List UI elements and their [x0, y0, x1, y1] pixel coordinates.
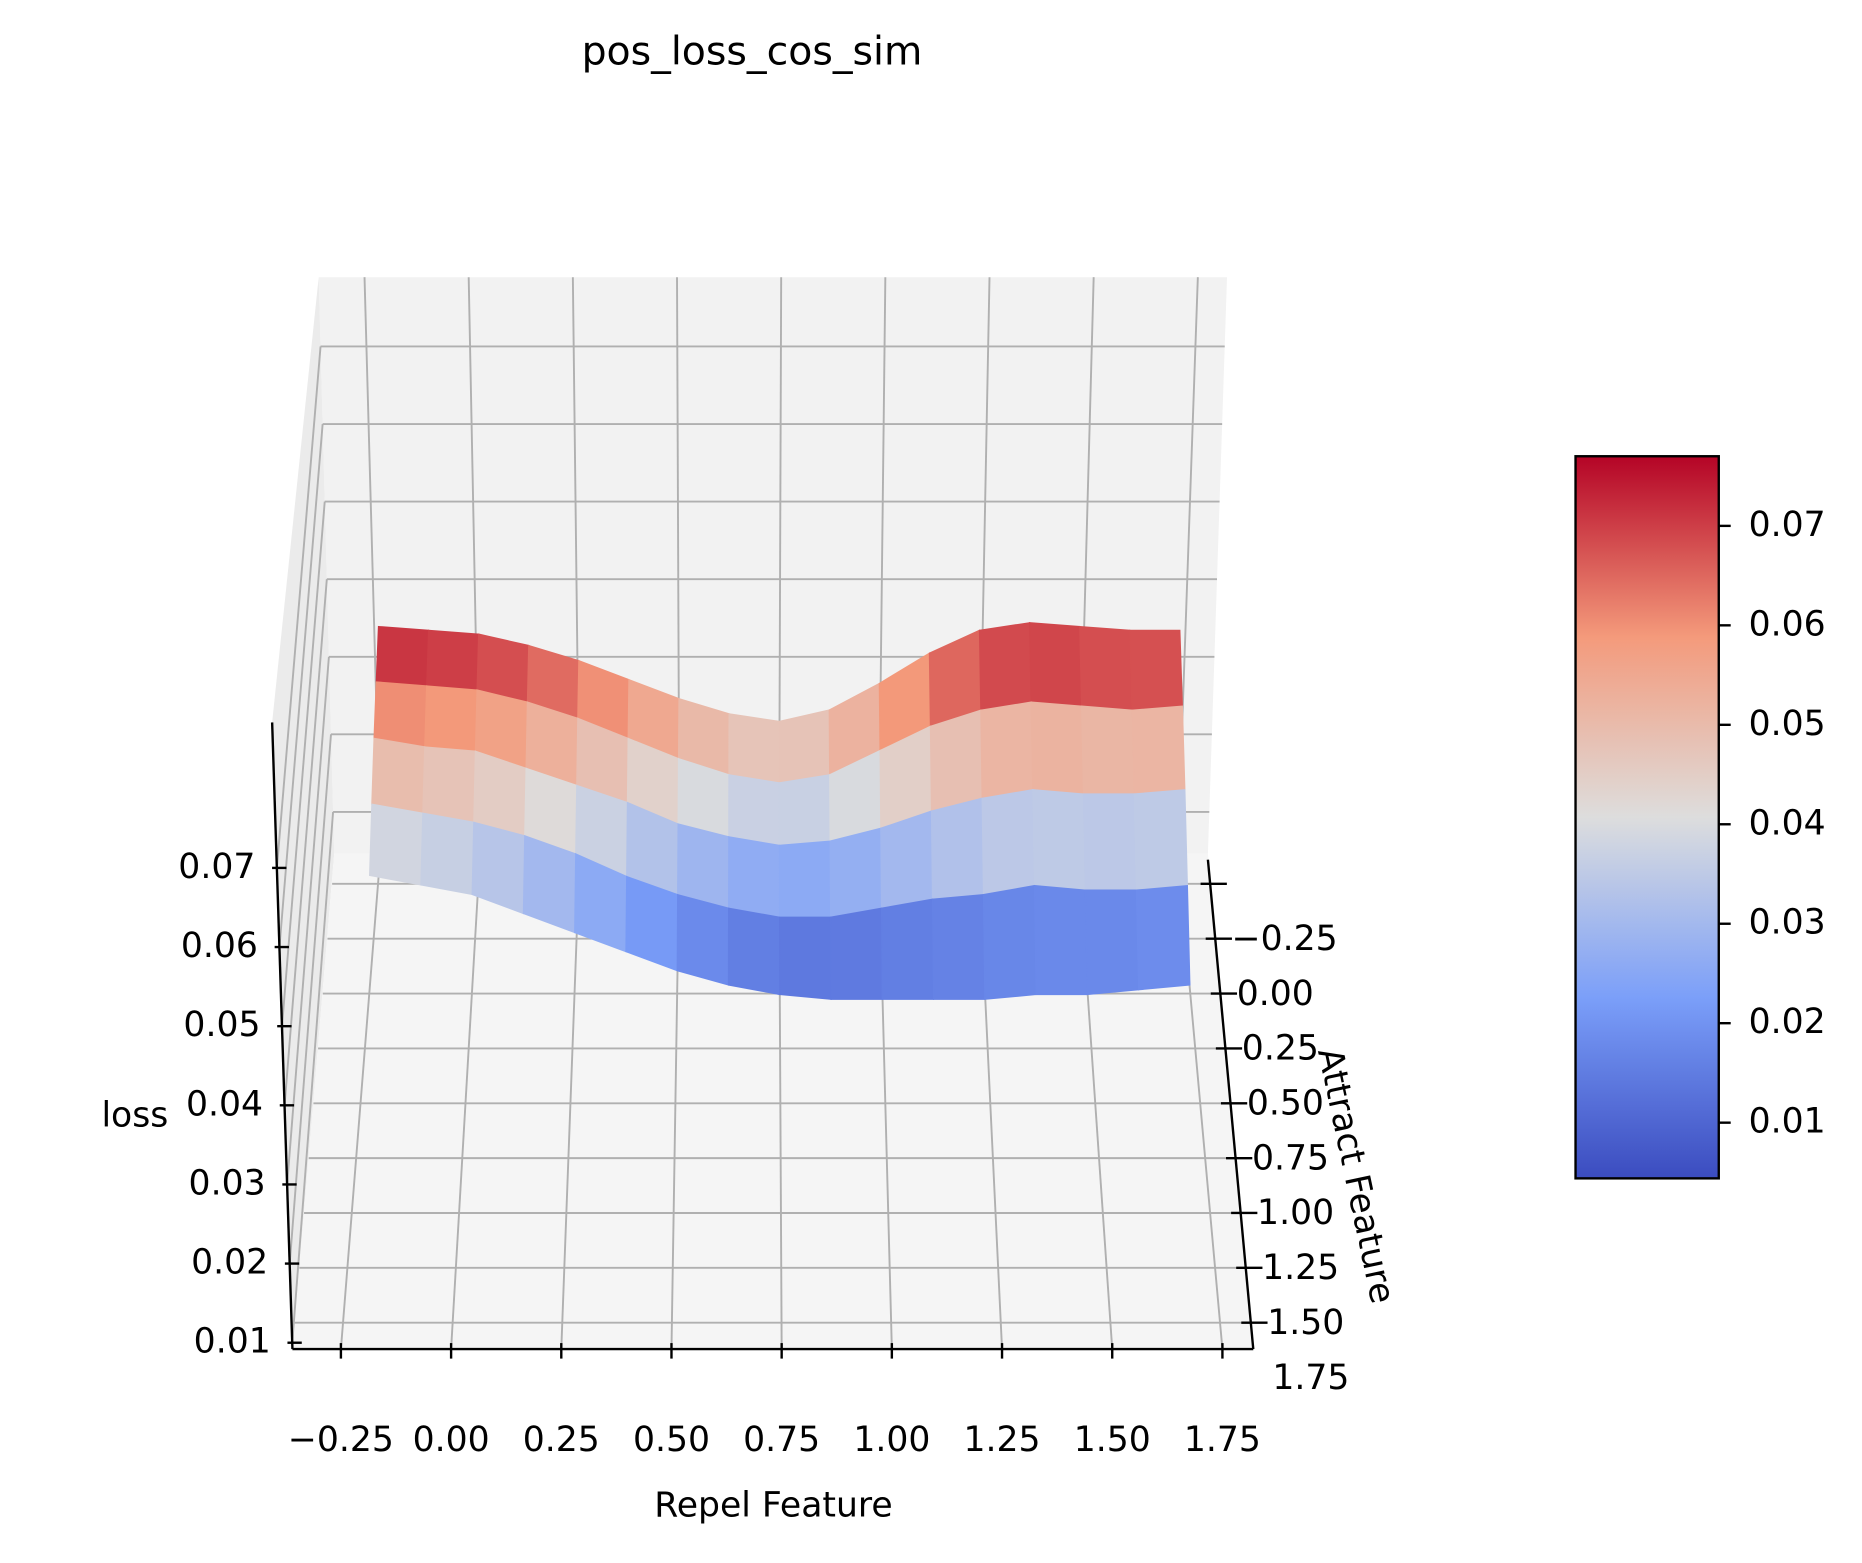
surface-patch — [978, 622, 1032, 711]
x-tick-label: 0.75 — [743, 1420, 820, 1460]
surface-patch — [369, 803, 424, 886]
surface-patch — [728, 836, 781, 918]
grid-line — [281, 501, 326, 1027]
colorbar-tick-label: 0.05 — [1749, 704, 1826, 744]
surface-patch — [980, 701, 1034, 799]
z-tick-label: 0.02 — [191, 1243, 268, 1283]
grid-line — [286, 656, 330, 1185]
grid-line — [450, 853, 482, 1350]
y-tick-label: 0.00 — [1237, 974, 1314, 1014]
z-tick-label: 0.03 — [189, 1163, 266, 1203]
surface-patch — [1030, 701, 1085, 795]
left-pane — [272, 277, 335, 1350]
x-tick-label: 1.75 — [1184, 1420, 1261, 1460]
colorbar-tick-label: 0.03 — [1749, 903, 1826, 943]
surface — [369, 622, 1191, 1000]
surface-patch — [779, 916, 832, 1000]
surface-patch — [1084, 889, 1140, 996]
y-tick-label: 0.75 — [1252, 1138, 1329, 1178]
surface-patch — [981, 789, 1036, 896]
z-axis-label: loss — [101, 1095, 168, 1135]
surface-patch — [424, 685, 478, 752]
surface-patch — [375, 625, 430, 687]
y-tick-label: 0.25 — [1242, 1029, 1319, 1069]
z-tick-label: 0.07 — [178, 847, 255, 887]
grid-line — [283, 579, 328, 1106]
surface-patch — [929, 709, 983, 812]
z-axis — [270, 722, 294, 1350]
axes: −0.25 0.00 0.25 0.50 0.75 1.00 1.25 1.50 1.75 −0.… — [178, 505, 1825, 1460]
z-tick-label: 0.06 — [181, 926, 258, 966]
x-tick-label: −0.25 — [288, 1420, 394, 1460]
surface-patch — [829, 907, 883, 1000]
surface-patch — [371, 737, 426, 814]
z-tick-label: 0.05 — [183, 1005, 260, 1045]
colorbar-tick-label: 0.04 — [1749, 803, 1826, 843]
surface-patch — [1033, 884, 1088, 996]
colorbar-tick-label: 0.06 — [1749, 604, 1826, 644]
surface-patch — [677, 823, 730, 909]
x-tick-label: 0.25 — [523, 1420, 600, 1460]
y-tick-label: 1.75 — [1272, 1358, 1349, 1398]
surface-patch — [778, 840, 832, 918]
surface-patch — [930, 797, 985, 900]
surface-patch — [1079, 625, 1133, 711]
y-tick-label: 0.50 — [1247, 1084, 1324, 1124]
x-tick-label: 1.50 — [1074, 1420, 1151, 1460]
surface-patch — [1135, 884, 1191, 991]
grid-line — [560, 853, 581, 1350]
surface-patch — [1080, 705, 1135, 795]
grid-line — [278, 423, 324, 948]
x-tick-label: 0.00 — [413, 1420, 490, 1460]
colorbar-tick-label: 0.02 — [1749, 1002, 1826, 1042]
surface-patch — [1129, 629, 1183, 711]
surface-patch — [1082, 793, 1138, 891]
y-tick-label: 1.00 — [1257, 1193, 1334, 1233]
surface-patch — [676, 893, 730, 986]
grid-line — [275, 346, 322, 869]
surface-patch — [931, 893, 986, 1000]
surface-patch — [420, 812, 475, 896]
grid-line — [288, 734, 332, 1265]
surface-patch — [728, 774, 781, 847]
surface-patch — [422, 746, 477, 823]
surface-patch — [1032, 789, 1087, 891]
surface-patch — [778, 774, 831, 847]
surface-patch — [1133, 789, 1188, 891]
y-tick-label: −0.25 — [1232, 919, 1338, 959]
surface-patch — [373, 681, 428, 748]
surface-patch — [728, 713, 780, 784]
colorbar-tick-label: 0.07 — [1749, 505, 1826, 545]
chart-title: pos_loss_cos_sim — [582, 29, 923, 75]
x-tick-label: 1.00 — [853, 1420, 930, 1460]
surface-patch — [1131, 705, 1186, 795]
surface-patch — [426, 629, 480, 691]
grid-line — [291, 811, 335, 1344]
surface-patch — [1028, 622, 1083, 707]
y-tick-label: 1.25 — [1262, 1248, 1339, 1288]
z-tick-label: 0.01 — [194, 1322, 271, 1362]
x-axis-label: Repel Feature — [654, 1486, 892, 1526]
x-tick-label: 1.25 — [964, 1420, 1041, 1460]
surface-patch — [829, 827, 883, 918]
z-tick-label: 0.04 — [186, 1084, 263, 1124]
surface-patch — [982, 884, 1037, 1000]
surface-patch — [727, 907, 781, 996]
colorbar-tick-label: 0.01 — [1749, 1102, 1826, 1142]
x-tick-label: 0.50 — [633, 1420, 710, 1460]
y-tick-label: 1.50 — [1267, 1303, 1344, 1343]
surface-patch — [880, 810, 934, 909]
grid-line — [339, 853, 382, 1350]
surface-patch — [778, 709, 831, 784]
colorbar — [1574, 455, 1720, 1180]
surface-patch — [880, 898, 935, 1000]
